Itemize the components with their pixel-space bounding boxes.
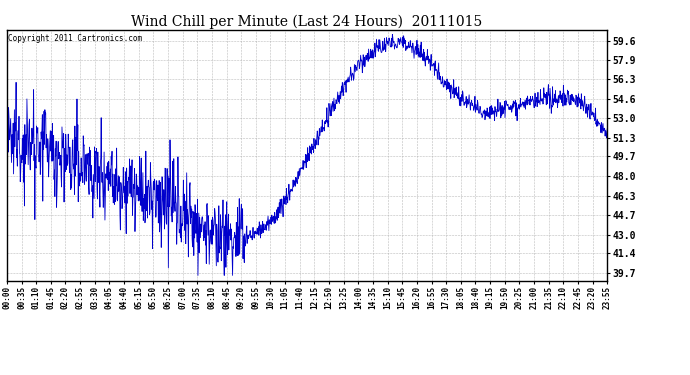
Text: Copyright 2011 Cartronics.com: Copyright 2011 Cartronics.com — [8, 34, 142, 43]
Title: Wind Chill per Minute (Last 24 Hours)  20111015: Wind Chill per Minute (Last 24 Hours) 20… — [131, 15, 483, 29]
